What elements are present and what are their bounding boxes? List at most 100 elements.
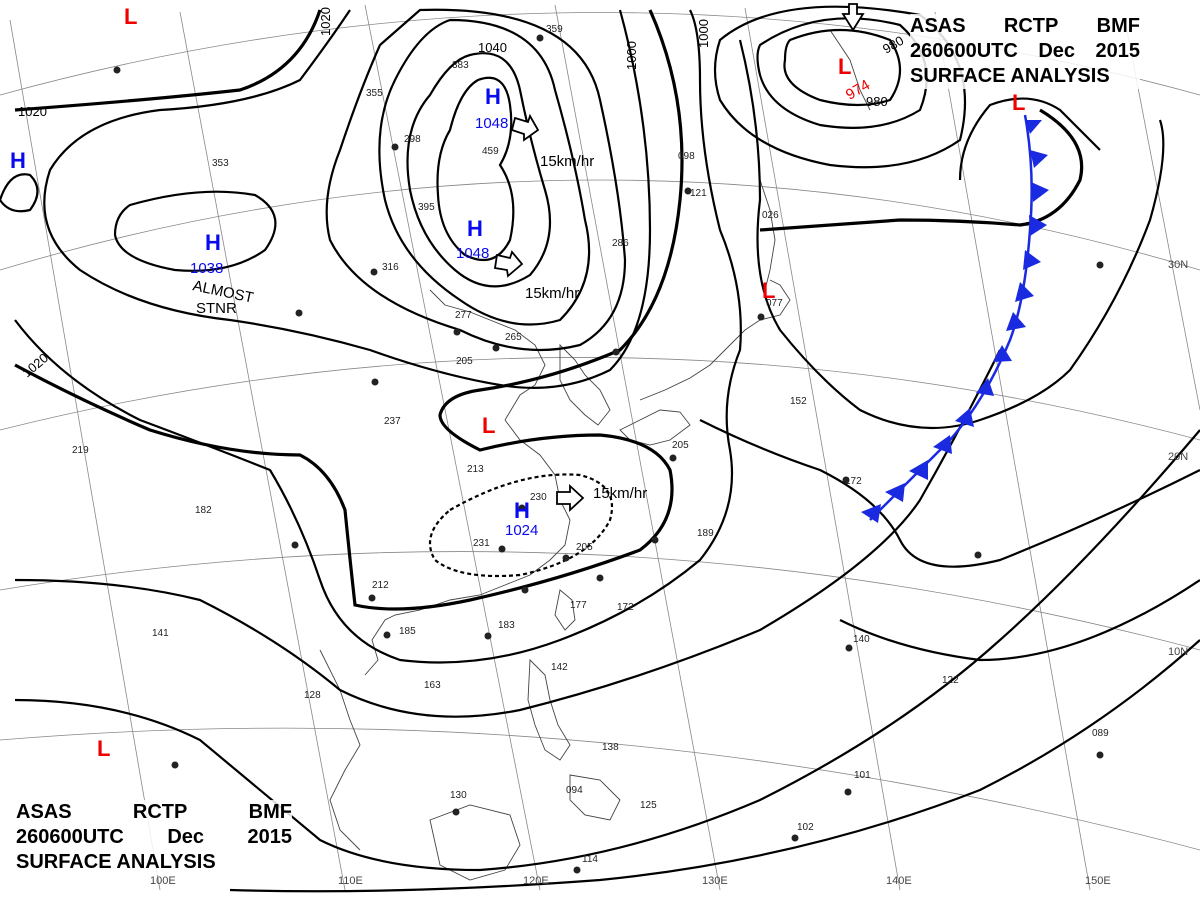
isobar-label: 1000 <box>624 41 639 70</box>
longitude-label: 140E <box>886 875 912 887</box>
station-value: 205 <box>576 542 593 553</box>
motion-labels: 15km/hr 15km/hr 15km/hr 15km/hr <box>525 153 647 502</box>
high-symbol: H <box>205 230 221 255</box>
isobar-1012-se <box>839 579 1200 662</box>
product-label: SURFACE ANALYSIS <box>910 65 1110 87</box>
station-value: 286 <box>612 238 629 249</box>
stationary-annotation: ALMOST STNR <box>191 277 255 317</box>
station-value: 172 <box>617 602 634 613</box>
station-value: 185 <box>399 626 416 637</box>
station-value: 277 <box>455 310 472 321</box>
high-value: 1048 <box>456 245 489 262</box>
meridian-150e <box>934 11 1091 891</box>
isobar-label: 1020 <box>318 7 333 36</box>
chart-title-bottom: ASAS RCTP BMF 260600UTC Dec 2015 SURFACE… <box>16 800 292 875</box>
low-symbol: L <box>1012 90 1025 115</box>
motion-speed-label: 15km/hr <box>593 485 647 502</box>
high-value: 1048 <box>475 115 508 132</box>
station-value: 077 <box>766 298 783 309</box>
station-value: 026 <box>762 210 779 221</box>
station-label: RCTP <box>1003 15 1059 37</box>
product-code-label: BMF <box>1096 15 1140 37</box>
station-value: 205 <box>672 440 689 451</box>
agency-label: ASAS <box>910 15 966 37</box>
isobars <box>0 5 1200 893</box>
valid-time-label: 260600UTC <box>910 40 1018 62</box>
motion-arrow-2 <box>493 250 524 278</box>
meridian-120e <box>364 4 541 891</box>
motion-speed-label: 15km/hr <box>540 153 594 170</box>
motion-speed-label: 15km/hr <box>525 285 579 302</box>
station-value: 122 <box>942 675 959 686</box>
year-label: 2015 <box>247 826 292 848</box>
low-symbol: L <box>838 54 851 79</box>
isobar-1020-sw <box>14 9 684 611</box>
station-value: 383 <box>452 60 469 71</box>
high-symbol: H <box>514 498 530 523</box>
coastlines <box>319 29 871 881</box>
title-row-2: 260600UTC Dec 2015 <box>910 39 1140 64</box>
coast-kamchatka <box>829 29 871 111</box>
agency-label: ASAS <box>16 801 72 823</box>
high-symbol: H <box>10 148 26 173</box>
isobar-988 <box>713 5 967 169</box>
station-value: 231 <box>473 538 490 549</box>
station-value: 102 <box>797 822 814 833</box>
station-value: 183 <box>498 620 515 631</box>
isobar-1028 <box>43 9 652 389</box>
cold-front-barbs <box>861 120 1049 523</box>
motion-arrows <box>493 3 865 513</box>
longitude-label: 130E <box>702 875 728 887</box>
coast-indochina <box>319 649 361 851</box>
station-value: 213 <box>467 464 484 475</box>
isobar-label: 980 <box>880 33 906 57</box>
station-value: 189 <box>697 528 714 539</box>
cold-front-line <box>869 114 1033 521</box>
station-values: 359 383 459 395 353 355 316 298 277 265 … <box>72 24 1109 865</box>
station-value: 138 <box>602 742 619 753</box>
station-value: 265 <box>505 332 522 343</box>
chart-title-top: ASAS RCTP BMF 260600UTC Dec 2015 SURFACE… <box>910 14 1140 89</box>
isobar-label: 1040 <box>478 40 507 55</box>
coast-japan <box>639 279 791 401</box>
title-row-3: SURFACE ANALYSIS <box>16 850 292 875</box>
station-value: 114 <box>582 854 598 865</box>
latitude-label: 30N <box>1168 259 1188 271</box>
station-value: 128 <box>304 690 321 701</box>
annotation-stnr: STNR <box>196 300 237 317</box>
isobar-1044 <box>436 76 515 262</box>
meridian-140e <box>744 7 901 891</box>
station-value: 125 <box>640 800 657 811</box>
station-value: 353 <box>212 158 229 169</box>
station-value: 089 <box>1092 728 1109 739</box>
isobar-1016 <box>14 9 742 664</box>
station-value: 142 <box>551 662 568 673</box>
station-value: 152 <box>790 396 807 407</box>
title-row-1: ASAS RCTP BMF <box>16 800 292 825</box>
isobar-1012 <box>14 349 1001 718</box>
low-symbol: L <box>124 4 137 29</box>
high-symbol: H <box>485 84 501 109</box>
station-value: 219 <box>72 445 89 456</box>
isobar-1036 <box>378 18 591 326</box>
longitude-label: 120E <box>523 875 549 887</box>
month-label: Dec <box>167 826 205 848</box>
isobar-1040-ring <box>406 52 552 288</box>
station-value: 459 <box>482 146 499 157</box>
longitude-label: 100E <box>150 875 176 887</box>
title-row-2: 260600UTC Dec 2015 <box>16 825 292 850</box>
isobar-1020-w <box>14 9 322 112</box>
low-symbol: L <box>97 736 110 761</box>
isobar-1024-dashed <box>428 473 614 578</box>
station-label: RCTP <box>132 801 188 823</box>
isobar-1004-e <box>699 419 1200 568</box>
isobar-label: 1000 <box>696 19 711 48</box>
isobar-996 <box>958 97 1101 181</box>
longitude-label: 110E <box>338 875 363 887</box>
coast-borneo <box>429 804 521 881</box>
station-dots <box>113 34 1104 874</box>
parallel-10n <box>0 551 1200 651</box>
station-value: 172 <box>845 476 862 487</box>
coast-bohai <box>429 289 546 421</box>
